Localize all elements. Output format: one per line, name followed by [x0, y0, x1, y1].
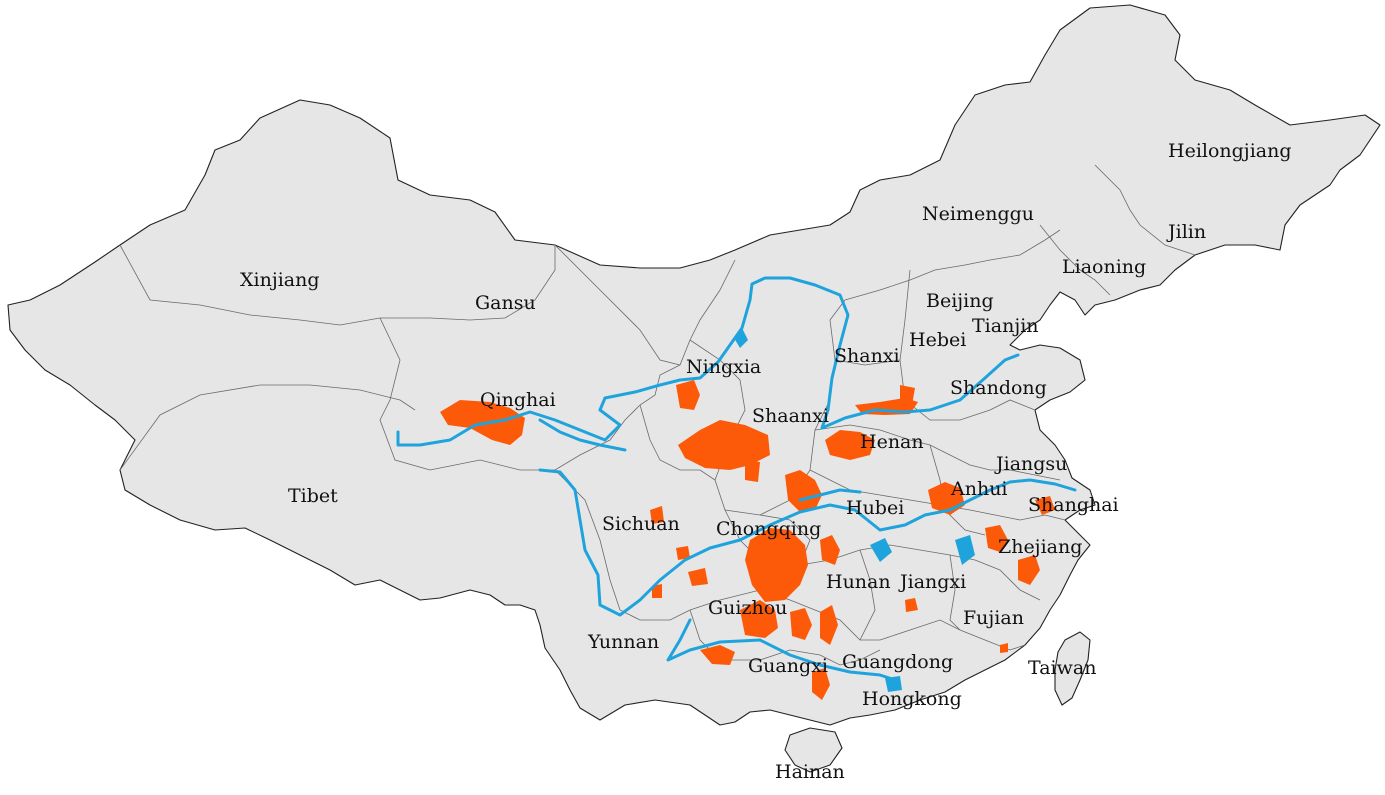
highlight-jiangxi: [905, 598, 918, 612]
western-tributary: [538, 418, 627, 452]
highlight-sichuan-2: [676, 546, 690, 560]
highlight-chongqing-core: [745, 528, 808, 602]
label-hainan: Hainan: [775, 761, 845, 783]
label-hongkong: Hongkong: [862, 688, 962, 710]
highlight-shaanxi-south: [745, 460, 760, 482]
province-labels: Heilongjiang Jilin Liaoning Neimenggu Be…: [240, 140, 1292, 783]
label-gansu: Gansu: [475, 292, 536, 314]
dongting-lake: [870, 538, 892, 562]
yangtze-river: [538, 468, 1077, 617]
label-guangxi: Guangxi: [748, 655, 828, 677]
label-hubei: Hubei: [846, 497, 904, 519]
highlight-ningxia: [676, 380, 700, 410]
label-shaanxi: Shaanxi: [752, 405, 829, 427]
pearl-river: [666, 618, 897, 682]
label-sichuan: Sichuan: [602, 513, 680, 535]
label-neimenggu: Neimenggu: [922, 203, 1034, 225]
label-hebei: Hebei: [909, 329, 966, 351]
label-jiangxi: Jiangxi: [898, 571, 966, 593]
highlight-fujian: [1000, 643, 1008, 653]
rivers: [396, 276, 1077, 692]
label-shanghai: Shanghai: [1028, 494, 1119, 516]
highlight-shaanxi-west: [678, 420, 770, 470]
highlight-guangdong: [812, 668, 830, 700]
highlight-henan: [825, 430, 875, 460]
highlight-sichuan-3: [688, 568, 708, 586]
pearl-delta-water: [885, 676, 902, 692]
highlight-jiangsu: [1035, 496, 1055, 515]
highlight-guangxi: [700, 645, 735, 665]
label-jilin: Jilin: [1166, 221, 1206, 243]
label-anhui: Anhui: [950, 478, 1008, 500]
label-guangdong: Guangdong: [842, 651, 953, 673]
highlight-hunan-west: [820, 535, 840, 565]
ningxia-lake: [734, 328, 748, 348]
label-tibet: Tibet: [288, 485, 338, 507]
poyang-lake: [955, 535, 975, 565]
label-beijing: Beijing: [926, 290, 994, 312]
label-zhejiang: Zhejiang: [998, 536, 1082, 558]
label-yunnan: Yunnan: [587, 631, 659, 653]
highlight-chongqing-north: [785, 470, 822, 512]
label-shanxi: Shanxi: [834, 345, 900, 367]
label-hunan: Hunan: [826, 571, 891, 593]
hanjiang-river: [798, 488, 862, 502]
label-taiwan: Taiwan: [1028, 657, 1096, 679]
label-guizhou: Guizhou: [708, 597, 787, 619]
label-liaoning: Liaoning: [1062, 256, 1146, 278]
highlight-sichuan-1: [650, 506, 664, 524]
highlight-zhejiang: [985, 525, 1008, 552]
taiwan-island: [1054, 631, 1091, 706]
hainan-island: [784, 727, 843, 773]
label-ningxia: Ningxia: [686, 356, 761, 378]
label-jiangsu: Jiangsu: [994, 453, 1067, 475]
highlight-hunan-south: [820, 605, 838, 645]
label-tianjin: Tianjin: [972, 315, 1039, 337]
label-chongqing: Chongqing: [716, 518, 821, 540]
label-henan: Henan: [860, 431, 924, 453]
label-heilongjiang: Heilongjiang: [1168, 140, 1292, 162]
highlight-shanxi-south: [900, 385, 915, 405]
label-qinghai: Qinghai: [480, 389, 556, 411]
highlight-guizhou: [740, 600, 778, 638]
label-fujian: Fujian: [963, 607, 1024, 629]
china-mainland: [7, 4, 1381, 726]
highlight-zhejiang-south: [1018, 555, 1040, 585]
label-shandong: Shandong: [950, 377, 1047, 399]
label-xinjiang: Xinjiang: [240, 269, 320, 291]
highlight-guizhou-east: [790, 608, 812, 640]
